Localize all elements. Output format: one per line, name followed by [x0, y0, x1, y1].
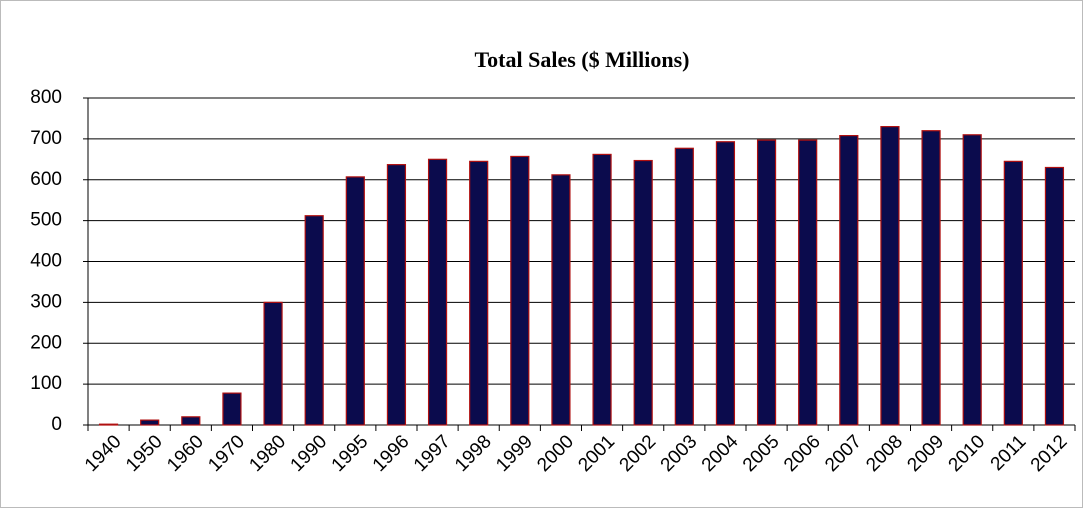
bar: [756, 139, 777, 426]
bar: [880, 126, 900, 426]
bar: [469, 160, 489, 426]
bar: [1044, 166, 1065, 426]
bar: [1003, 160, 1023, 426]
bar: [551, 174, 571, 426]
bar: [222, 392, 242, 426]
bar: [386, 164, 407, 426]
y-tick-label: 600: [30, 169, 62, 190]
bar: [633, 159, 653, 426]
chart-title: Total Sales ($ Millions): [475, 47, 690, 72]
y-tick-label: 300: [30, 291, 62, 312]
bar: [839, 135, 859, 426]
bar: [510, 155, 530, 426]
bar: [263, 301, 283, 426]
y-tick-label: 500: [30, 210, 62, 231]
y-tick-label: 200: [30, 332, 62, 353]
bar: [98, 423, 119, 426]
bar: [921, 130, 941, 426]
bar: [798, 139, 818, 426]
y-tick-label: 100: [30, 373, 62, 394]
bar: [181, 416, 201, 426]
bar: [427, 158, 448, 426]
bar: [674, 147, 694, 426]
bar: [140, 419, 160, 426]
y-tick-label: 800: [30, 87, 62, 108]
bar: [715, 141, 736, 426]
bar: [345, 176, 365, 426]
bar: [304, 215, 324, 426]
bar: [962, 134, 982, 426]
y-tick-label: 400: [30, 251, 62, 272]
y-tick-label: 0: [51, 414, 62, 435]
y-tick-label: 700: [30, 128, 62, 149]
bar: [592, 153, 612, 426]
